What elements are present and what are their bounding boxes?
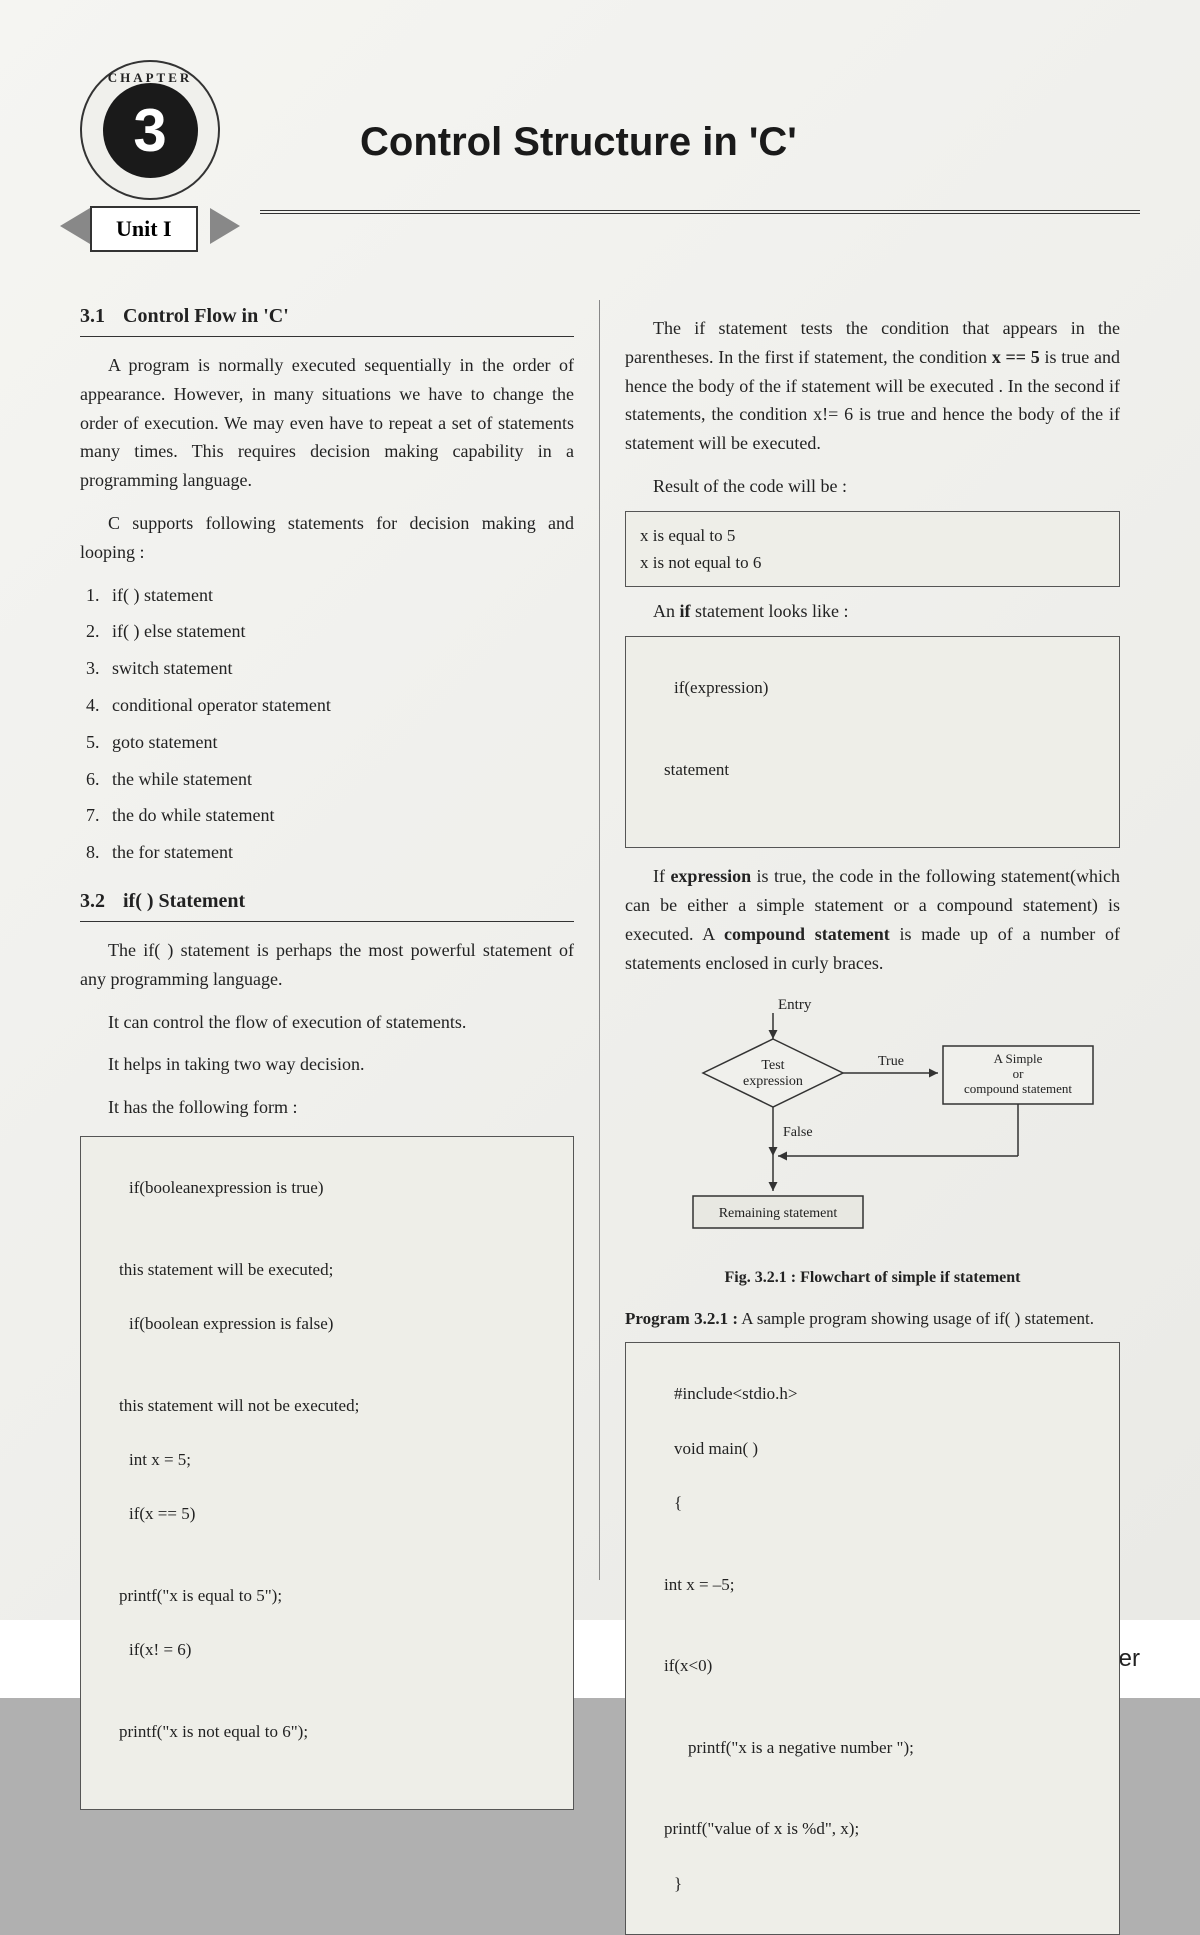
code-box-if-form: if(booleanexpression is true) this state… [80,1136,574,1811]
svg-text:or: or [1012,1066,1024,1081]
code-line: printf("x is equal to 5"); [95,1582,559,1609]
code-line: } [674,1874,682,1893]
code-line: if(boolean expression is false) [129,1314,333,1333]
flow-entry-label: Entry [778,997,812,1013]
badge-outer-circle: CHAPTER 3 [80,60,220,200]
section-num: 3.1 [80,300,105,332]
list-item: if( ) else statement [104,617,574,646]
page: CHAPTER 3 Unit I Control Structure in 'C… [0,0,1200,1620]
ribbon-left-notch [60,208,90,244]
list-item: switch statement [104,654,574,683]
unit-ribbon: Unit I [50,200,270,250]
para-3-2-2: It can control the flow of execution of … [80,1008,574,1037]
looks-like-label: An if statement looks like : [653,597,1120,626]
para-3-2-4: It has the following form : [80,1093,574,1122]
program-heading: Program 3.2.1 : A sample program showing… [625,1305,1120,1332]
badge-arc-text: CHAPTER [108,70,193,86]
chapter-number: 3 [103,83,198,178]
unit-label: Unit I [90,206,198,252]
syntax-box: if(expression) statement [625,636,1120,848]
code-line: printf("x is not equal to 6"); [95,1718,559,1745]
svg-text:Test: Test [761,1058,784,1073]
svg-text:compound statement: compound statement [964,1081,1072,1096]
code-line: { [674,1493,682,1512]
list-item: goto statement [104,728,574,757]
list-item: if( ) statement [104,581,574,610]
code-line: printf("value of x is %d", x); [640,1815,1105,1842]
title-underline [260,210,1140,214]
para-3-2-3: It helps in taking two way decision. [80,1050,574,1079]
result-output-box: x is equal to 5 x is not equal to 6 [625,511,1120,587]
chapter-title: Control Structure in 'C' [360,120,797,165]
list-item: the while statement [104,765,574,794]
section-3-1-head: 3.1 Control Flow in 'C' [80,300,574,337]
content-columns: 3.1 Control Flow in 'C' A program is nor… [60,300,1140,1580]
flow-remaining-label: Remaining statement [718,1206,837,1221]
para-3-1-2: C supports following statements for deci… [80,509,574,567]
code-line: void main( ) [674,1439,758,1458]
para-right-1: The if statement tests the condition tha… [625,314,1120,458]
statement-list: if( ) statement if( ) else statement swi… [104,581,574,867]
code-line: int x = 5; [129,1450,191,1469]
code-line: this statement will not be executed; [95,1392,559,1419]
flow-false-label: False [783,1125,813,1140]
list-item: the do while statement [104,801,574,830]
code-box-program: #include<stdio.h> void main( ) { int x =… [625,1342,1120,1935]
code-line: statement [640,756,1105,783]
left-column: 3.1 Control Flow in 'C' A program is nor… [60,300,600,1580]
code-line: this statement will be executed; [95,1256,559,1283]
svg-text:expression: expression [743,1074,803,1089]
code-line: if(x<0) [640,1652,1105,1679]
para-3-1-1: A program is normally executed sequentia… [80,351,574,495]
result-label: Result of the code will be : [653,472,1120,501]
list-item: conditional operator statement [104,691,574,720]
code-line: printf("x is a negative number "); [640,1734,1105,1761]
list-item: the for statement [104,838,574,867]
para-3-2-1: The if( ) statement is perhaps the most … [80,936,574,994]
code-line: if(expression) [674,678,768,697]
section-num: 3.2 [80,885,105,917]
right-column: The if statement tests the condition tha… [600,300,1140,1580]
code-line: #include<stdio.h> [674,1384,798,1403]
header: CHAPTER 3 Unit I Control Structure in 'C… [60,50,1140,270]
figure-caption: Fig. 3.2.1 : Flowchart of simple if stat… [625,1265,1120,1291]
section-title: Control Flow in 'C' [123,300,289,332]
ribbon-right-notch [210,208,240,244]
section-title: if( ) Statement [123,885,245,917]
flowchart-diagram: Entry Test expression True A Simple or c… [643,991,1103,1251]
code-line: if(x == 5) [129,1504,195,1523]
flow-true-label: True [878,1054,904,1069]
section-3-2-head: 3.2 if( ) Statement [80,885,574,922]
code-line: if(x! = 6) [129,1640,191,1659]
para-right-2: If expression is true, the code in the f… [625,862,1120,977]
code-line: if(booleanexpression is true) [129,1178,324,1197]
code-line: int x = –5; [640,1571,1105,1598]
flow-decision [703,1039,843,1107]
svg-text:A Simple: A Simple [993,1051,1042,1066]
